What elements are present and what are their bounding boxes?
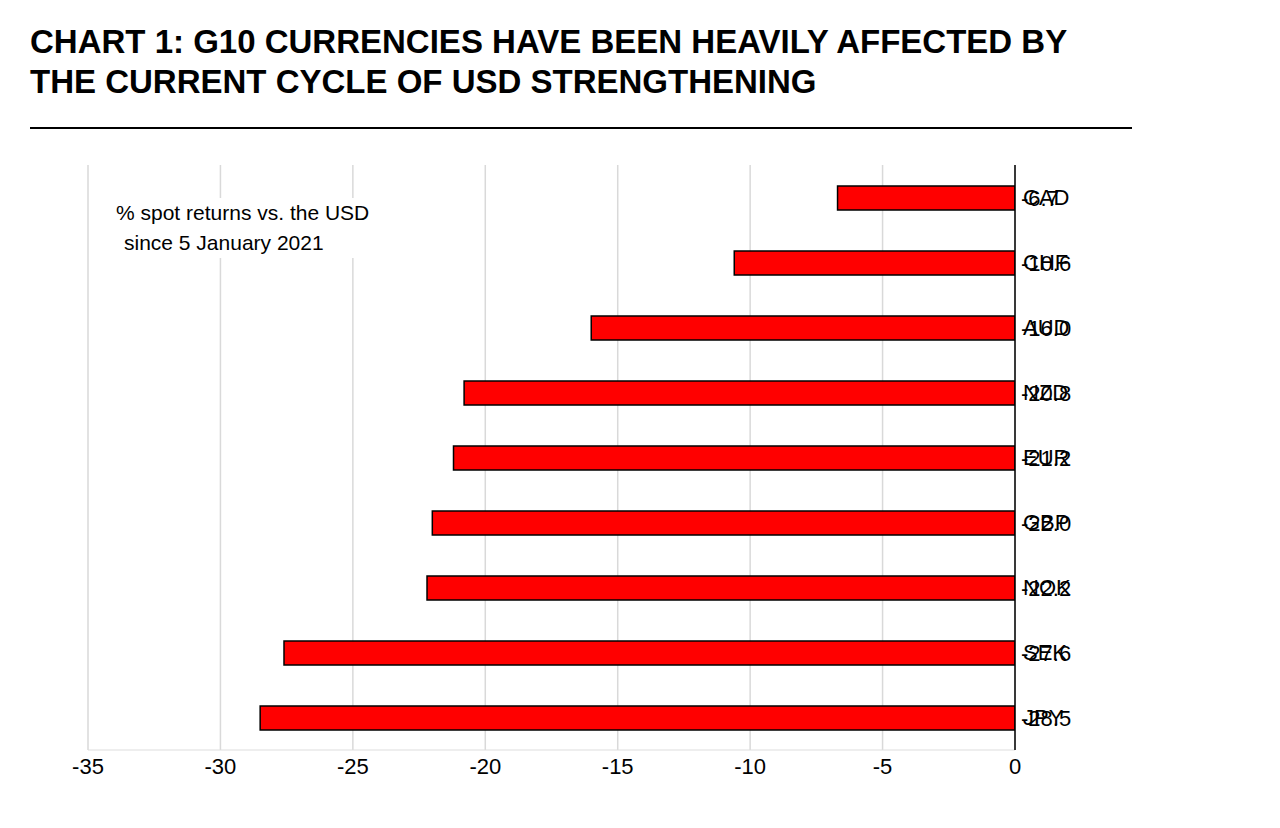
- svg-text:-28.5: -28.5: [1021, 706, 1071, 731]
- svg-text:-10.6: -10.6: [1021, 251, 1071, 276]
- html-text:% spot returns vs. the USD: % spot returns vs. the USD: [116, 201, 370, 224]
- svg-text:-16.0: -16.0: [1021, 316, 1071, 341]
- svg-text:-10: -10: [734, 754, 766, 779]
- html-text:CHART 1: G10 CURRENCIES HAVE B: CHART 1: G10 CURRENCIES HAVE BEEN HEAVIL…: [30, 23, 1067, 100]
- svg-text:-6.7: -6.7: [1021, 186, 1059, 211]
- svg-text:-25: -25: [337, 754, 369, 779]
- svg-text:-22.2: -22.2: [1021, 576, 1071, 601]
- svg-text:-27.6: -27.6: [1021, 641, 1071, 666]
- svg-text:-21.2: -21.2: [1021, 446, 1071, 471]
- svg-text:-15: -15: [602, 754, 634, 779]
- svg-text:0: 0: [1009, 754, 1021, 779]
- svg-text:-20: -20: [469, 754, 501, 779]
- svg-text:-35: -35: [72, 754, 104, 779]
- svg-text:-5: -5: [873, 754, 893, 779]
- svg-text:-20.8: -20.8: [1021, 381, 1071, 406]
- svg-text:-22.0: -22.0: [1021, 511, 1071, 536]
- svg-text:-30: -30: [205, 754, 237, 779]
- html-text:since 5 January 2021: since 5 January 2021: [124, 231, 324, 254]
